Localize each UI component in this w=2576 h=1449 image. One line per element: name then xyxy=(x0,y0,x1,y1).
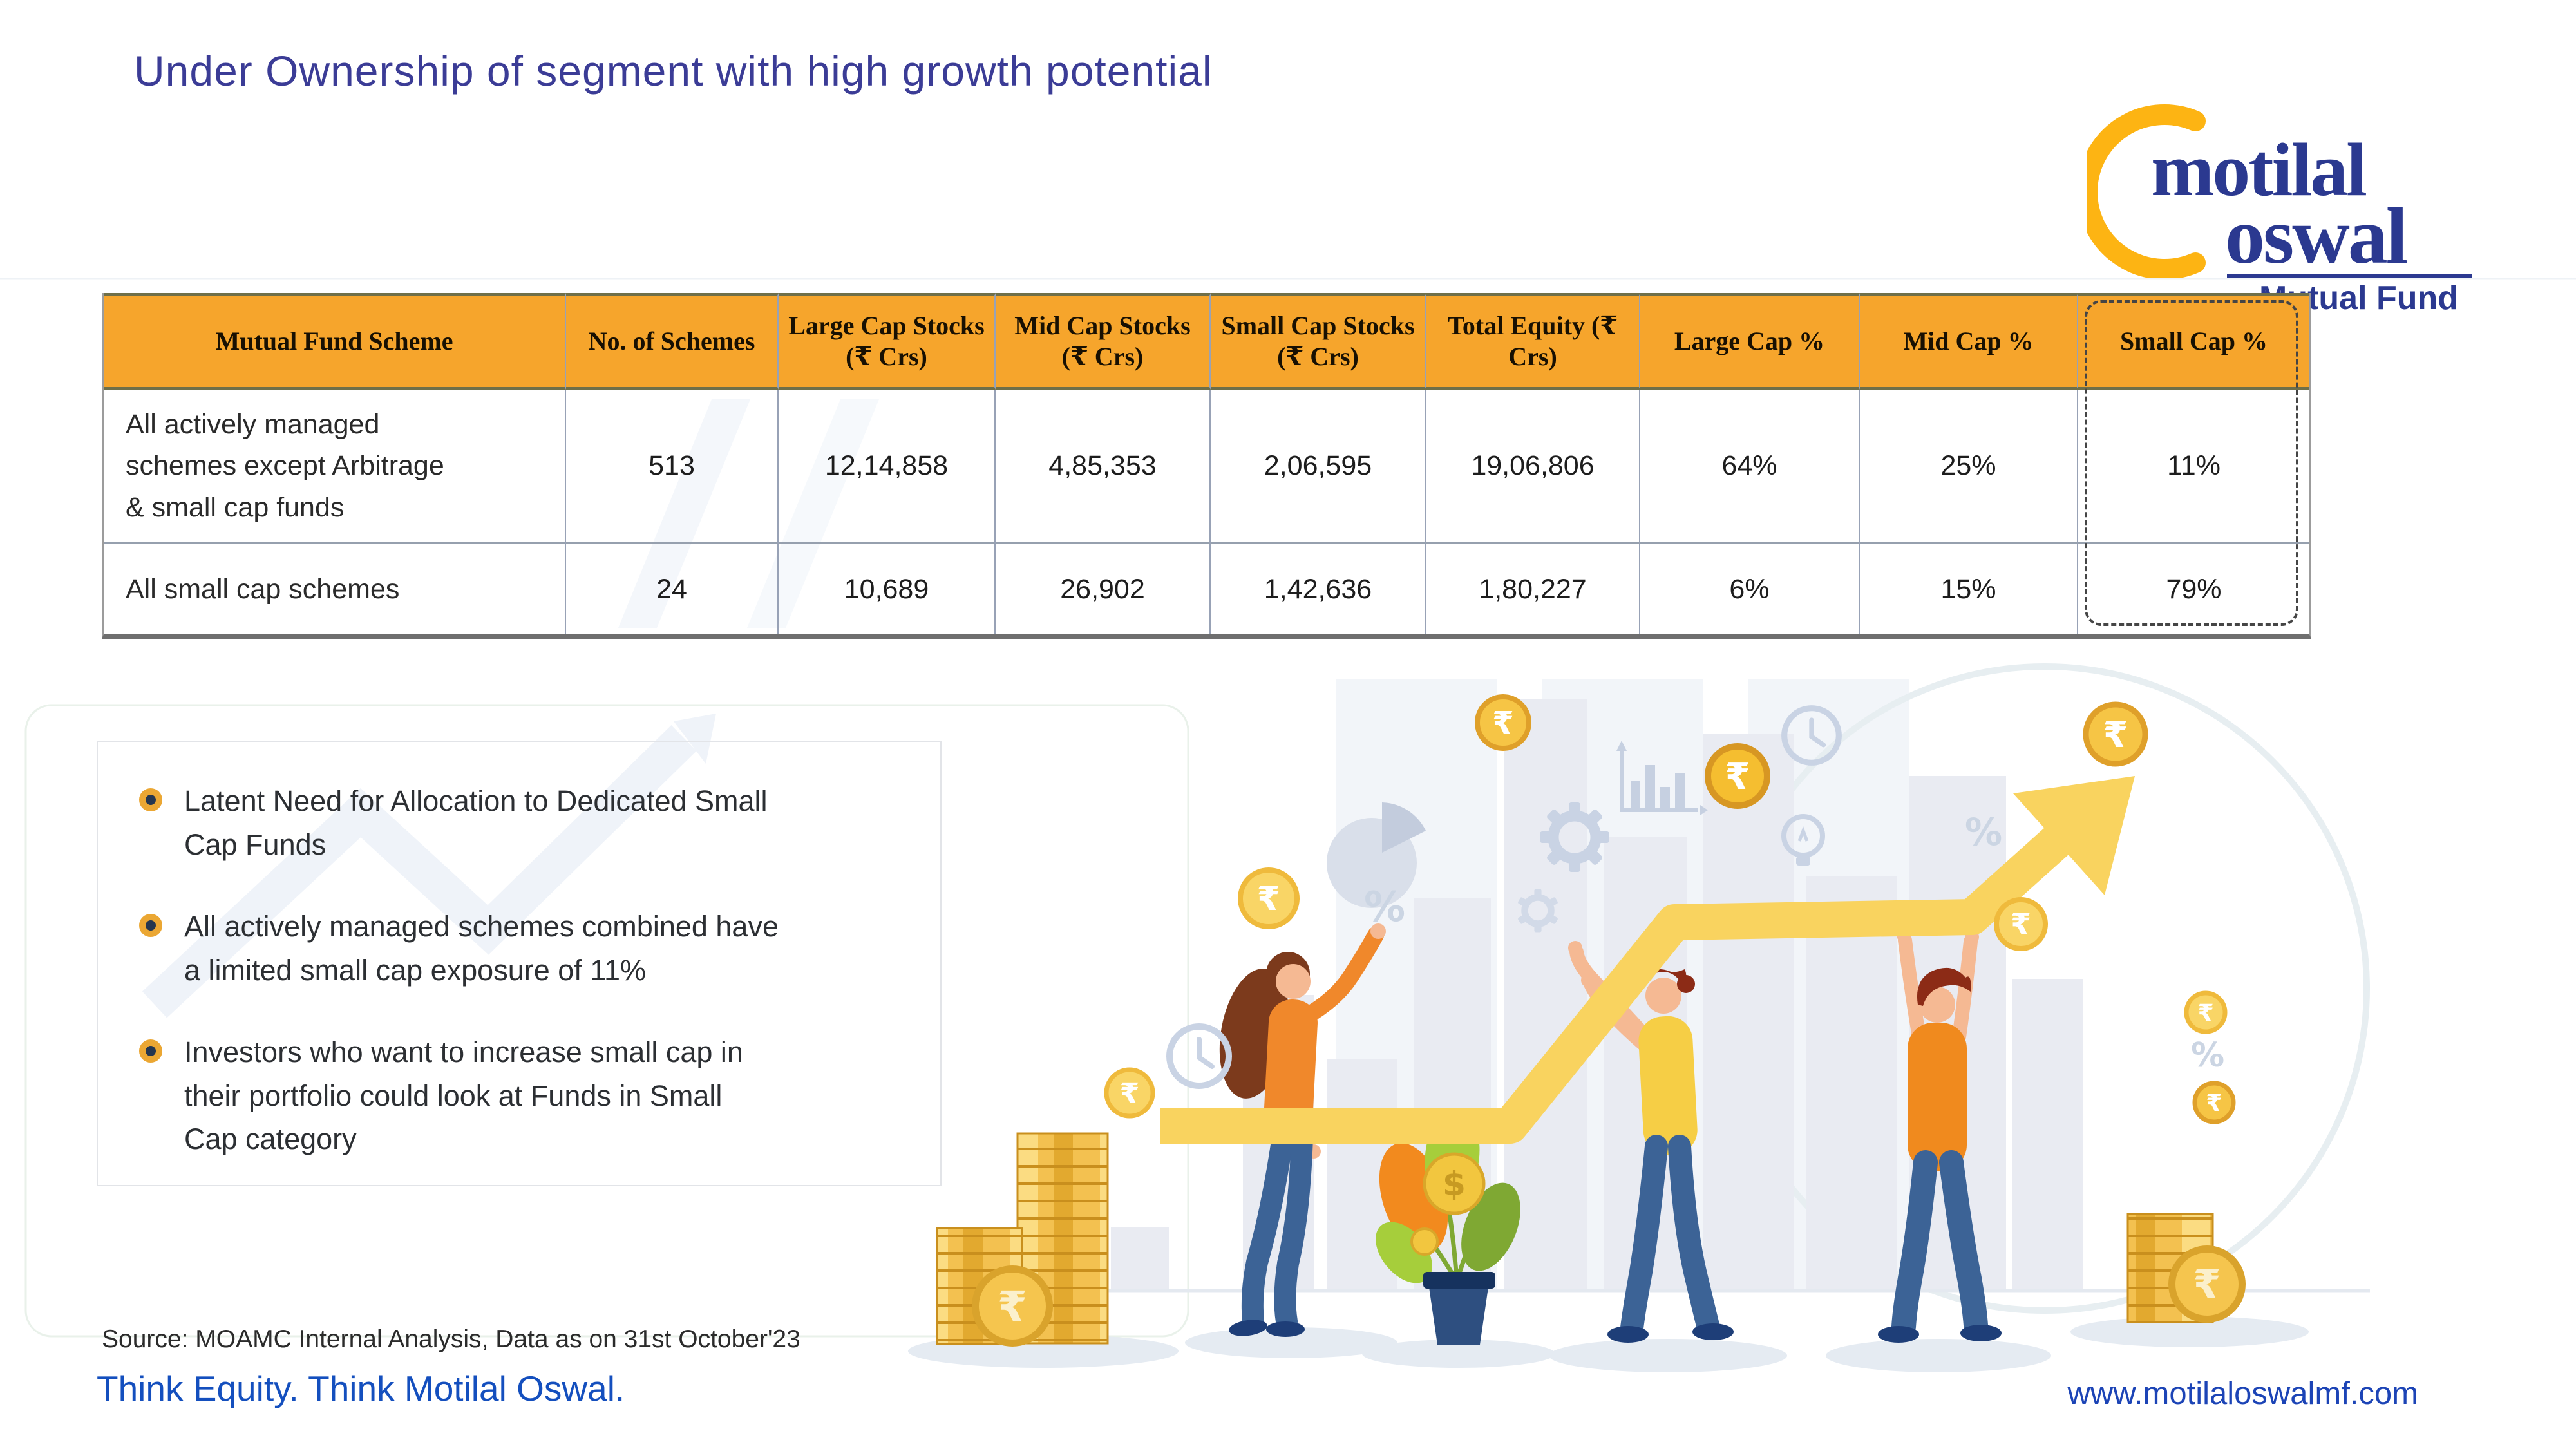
svg-text:₹: ₹ xyxy=(1120,1077,1140,1110)
table-cell: 12,14,858 xyxy=(779,390,996,544)
col-header-schemes-count: No. of Schemes xyxy=(566,293,779,390)
rupee-icon: ₹ xyxy=(998,1282,1027,1332)
col-header-mid-cap: Mid Cap Stocks (₹ Crs) xyxy=(996,293,1211,390)
table-cell: 2,06,595 xyxy=(1211,390,1426,544)
dollar-icon: $ xyxy=(1443,1165,1466,1204)
page-title: Under Ownership of segment with high gro… xyxy=(134,47,1213,95)
table-row-scheme: All small cap schemes xyxy=(104,544,566,634)
list-item: Latent Need for Allocation to Dedicated … xyxy=(139,779,914,866)
rupee-coin-icon: ₹ xyxy=(1104,1067,1155,1119)
motilal-oswal-logo: motilal oswal Mutual Fund xyxy=(2087,104,2472,314)
rupee-coin-icon: ₹ xyxy=(1994,897,2048,951)
svg-text:₹: ₹ xyxy=(1257,880,1280,918)
table-cell: 10,689 xyxy=(779,544,996,634)
gear-icon xyxy=(1518,889,1558,933)
bulb-icon xyxy=(1781,814,1825,866)
svg-text:₹: ₹ xyxy=(2206,1090,2222,1117)
growth-arrow-graphic xyxy=(1160,776,2135,1144)
rupee-icon: ₹ xyxy=(2193,1261,2221,1308)
clock-icon xyxy=(1781,705,1842,766)
key-points-panel: Latent Need for Allocation to Dedicated … xyxy=(97,741,942,1186)
col-header-large-cap: Large Cap Stocks (₹ Crs) xyxy=(779,293,996,390)
rupee-coin-icon: ₹ xyxy=(2184,990,2228,1034)
website-link[interactable]: www.motilaloswalmf.com xyxy=(2067,1376,2418,1411)
table-row-scheme: All actively managed schemes except Arbi… xyxy=(104,390,566,544)
rupee-coin-icon: ₹ xyxy=(1705,743,1770,809)
percent-icon: % xyxy=(1965,810,2002,854)
mini-bar-chart-icon xyxy=(1616,741,1708,815)
mutual-fund-table: Mutual Fund Scheme No. of Schemes Large … xyxy=(102,293,2311,639)
logo-word-2: oswal xyxy=(2225,192,2407,280)
bullet-text: Investors who want to increase small cap… xyxy=(184,1036,743,1155)
svg-text:₹: ₹ xyxy=(2197,1000,2213,1027)
list-item: Investors who want to increase small cap… xyxy=(139,1030,914,1161)
pie-chart-icon xyxy=(1327,802,1426,908)
table-cell: 1,80,227 xyxy=(1426,544,1640,634)
table-cell: 19,06,806 xyxy=(1426,390,1640,544)
clock-icon xyxy=(1166,1023,1232,1089)
table-cell: 6% xyxy=(1640,544,1860,634)
trend-watermark-icon xyxy=(142,399,879,1018)
svg-text:₹: ₹ xyxy=(2103,714,2128,756)
bullet-icon xyxy=(139,1039,162,1063)
coin-stack-right: ₹ xyxy=(2126,1213,2246,1323)
table-cell: 11% xyxy=(2078,390,2309,544)
rupee-coin-icon: ₹ xyxy=(1475,694,1531,751)
logo-arc xyxy=(2087,104,2206,279)
col-header-total-equity: Total Equity (₹ Crs) xyxy=(1426,293,1640,390)
col-header-small-cap: Small Cap Stocks (₹ Crs) xyxy=(1211,293,1426,390)
svg-text:₹: ₹ xyxy=(2011,907,2031,942)
bullet-icon xyxy=(139,788,162,811)
table-cell: 79% xyxy=(2166,573,2222,605)
coin-stack-left: ₹ xyxy=(936,1132,1109,1347)
col-header-mid-cap-pct: Mid Cap % xyxy=(1860,293,2078,390)
percent-icon: % xyxy=(1364,884,1405,931)
ground-shadows xyxy=(908,1316,2309,1372)
percent-icon: % xyxy=(2191,1036,2224,1075)
logo-underline xyxy=(2227,274,2472,278)
table-cell: 25% xyxy=(1860,390,2078,544)
person-man-orange xyxy=(1878,928,2002,1343)
svg-text:₹: ₹ xyxy=(1725,756,1750,798)
bullet-icon xyxy=(139,914,162,937)
source-note: Source: MOAMC Internal Analysis, Data as… xyxy=(102,1325,800,1353)
bullet-text: All actively managed schemes combined ha… xyxy=(184,910,779,987)
rupee-coin-icon: ₹ xyxy=(1238,867,1300,929)
table-cell: 64% xyxy=(1640,390,1860,544)
col-header-scheme: Mutual Fund Scheme xyxy=(104,293,566,390)
brand-tagline: Think Equity. Think Motilal Oswal. xyxy=(97,1368,625,1408)
bullet-text: Latent Need for Allocation to Dedicated … xyxy=(184,784,768,861)
bg-grid-rect xyxy=(24,704,1189,1338)
col-header-large-cap-pct: Large Cap % xyxy=(1640,293,1860,390)
table-cell: 26,902 xyxy=(996,544,1211,634)
col-header-small-cap-pct: Small Cap % xyxy=(2078,293,2309,390)
rupee-coin-icon: ₹ xyxy=(2083,701,2148,767)
person-man-yellow xyxy=(1568,941,1734,1343)
table-cell: 15% xyxy=(1860,544,2078,634)
gear-icon xyxy=(1540,802,1609,872)
table-cell: 513 xyxy=(566,390,779,544)
table-cell: 24 xyxy=(566,544,779,634)
logo-word-1: motilal xyxy=(2151,128,2366,212)
svg-text:₹: ₹ xyxy=(1492,705,1513,741)
table-cell: 1,42,636 xyxy=(1211,544,1426,634)
rupee-coin-icon: ₹ xyxy=(2192,1081,2236,1124)
table-cell: 4,85,353 xyxy=(996,390,1211,544)
list-item: All actively managed schemes combined ha… xyxy=(139,905,914,992)
